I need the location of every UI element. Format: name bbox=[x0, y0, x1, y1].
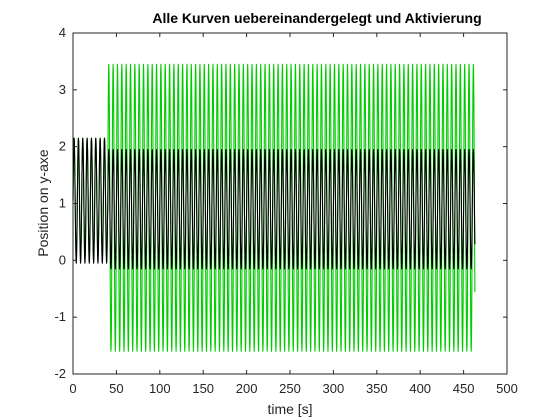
y-axis-label: Position on y-axe bbox=[35, 149, 51, 257]
y-tick-label-5: 3 bbox=[59, 82, 66, 97]
y-tick-label-0: -2 bbox=[54, 366, 66, 381]
plot-area: 0 50 100 150 200 250 300 350 400 450 500 -2 -1 0 1 2 3 4 bbox=[54, 25, 517, 396]
x-tick-label-0: 0 bbox=[69, 381, 76, 396]
y-tick-label-4: 2 bbox=[59, 139, 66, 154]
series-line-1 bbox=[72, 137, 476, 270]
x-tick-label-9: 450 bbox=[453, 381, 475, 396]
x-tick-label-1: 50 bbox=[109, 381, 123, 396]
tick-layer: 0 50 100 150 200 250 300 350 400 450 500 -2 -1 0 1 2 3 4 bbox=[54, 25, 517, 396]
x-tick-label-7: 350 bbox=[366, 381, 388, 396]
series-layer bbox=[72, 63, 476, 352]
x-tick-label-3: 150 bbox=[192, 381, 214, 396]
y-tick-label-3: 1 bbox=[59, 196, 66, 211]
x-tick-label-10: 500 bbox=[496, 381, 518, 396]
x-tick-label-4: 200 bbox=[236, 381, 258, 396]
series-line-0 bbox=[72, 63, 476, 352]
x-tick-label-8: 400 bbox=[409, 381, 431, 396]
y-tick-label-2: 0 bbox=[59, 252, 66, 267]
y-tick-label-1: -1 bbox=[54, 309, 66, 324]
x-tick-label-2: 100 bbox=[149, 381, 171, 396]
chart-title: Alle Kurven uebereinandergelegt und Akti… bbox=[152, 10, 481, 26]
y-tick-label-6: 4 bbox=[59, 25, 66, 40]
x-tick-label-6: 300 bbox=[323, 381, 345, 396]
x-tick-label-5: 250 bbox=[279, 381, 301, 396]
x-axis-label: time [s] bbox=[267, 401, 312, 417]
